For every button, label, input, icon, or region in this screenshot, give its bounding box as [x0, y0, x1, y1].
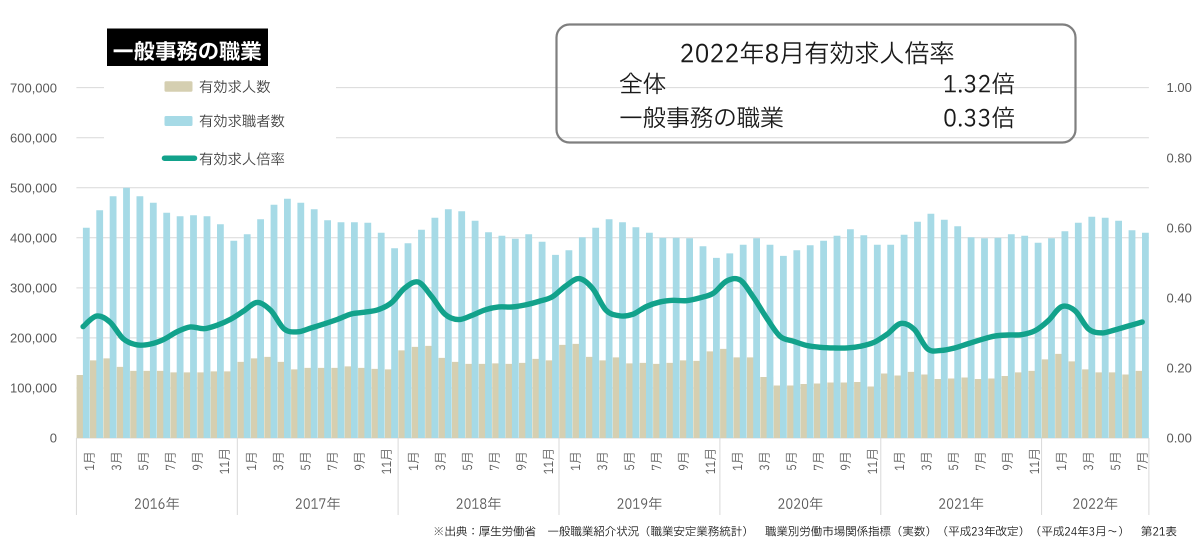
svg-text:0.00: 0.00 — [1167, 431, 1192, 446]
svg-text:500,000: 500,000 — [10, 180, 57, 195]
svg-text:0.60: 0.60 — [1167, 220, 1192, 235]
svg-text:400,000: 400,000 — [10, 230, 57, 245]
svg-text:700,000: 700,000 — [10, 80, 57, 95]
svg-text:200,000: 200,000 — [10, 331, 57, 346]
svg-text:0.80: 0.80 — [1167, 150, 1192, 165]
svg-text:600,000: 600,000 — [10, 130, 57, 145]
svg-text:1.00: 1.00 — [1167, 80, 1192, 95]
svg-text:300,000: 300,000 — [10, 281, 57, 296]
svg-text:0: 0 — [50, 431, 57, 446]
svg-text:0.20: 0.20 — [1167, 361, 1192, 376]
svg-text:0.40: 0.40 — [1167, 291, 1192, 306]
svg-text:100,000: 100,000 — [10, 381, 57, 396]
